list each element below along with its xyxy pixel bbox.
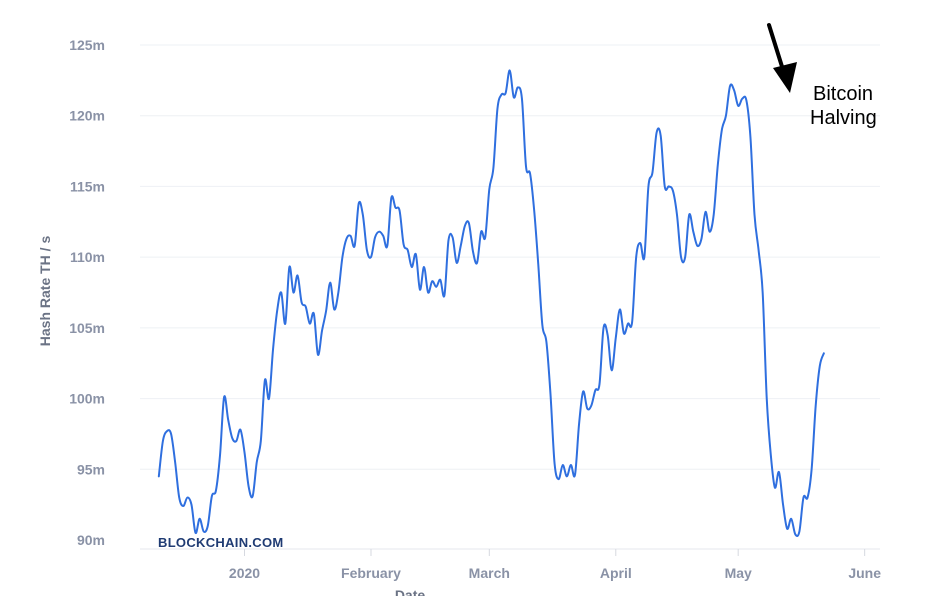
x-tick-label: April: [600, 565, 632, 581]
series-line-hash-rate: [157, 69, 825, 538]
y-tick-label: 105m: [69, 320, 105, 336]
y-tick-label: 100m: [69, 391, 105, 407]
halving-annotation-line-2: Halving: [810, 107, 877, 129]
blockchain-watermark-logo: BLOCKCHAIN.COM: [158, 535, 284, 550]
x-tick-label: May: [725, 565, 752, 581]
x-tick-label: February: [341, 565, 401, 581]
x-tick-label: 2020: [229, 565, 260, 581]
x-axis-title: Date: [395, 587, 426, 596]
y-tick-label: 90m: [77, 532, 105, 548]
y-tick-label: 95m: [77, 461, 105, 477]
halving-arrow-icon: [767, 23, 797, 93]
y-tick-label: 125m: [69, 37, 105, 53]
x-tick-label: June: [848, 565, 881, 581]
y-tick-label: 120m: [69, 108, 105, 124]
y-axis-title: Hash Rate TH / s: [37, 236, 53, 347]
y-axis-tick-labels: 90m 95m 100m 105m 110m 115m 120m 125m: [69, 37, 105, 548]
halving-annotation-line-1: Bitcoin: [813, 83, 873, 105]
grid-lines: [140, 44, 880, 470]
x-axis-ticks: 2020 February March April May June: [229, 549, 881, 581]
x-tick-label: March: [469, 565, 510, 581]
y-tick-label: 110m: [70, 249, 105, 265]
y-tick-label: 115m: [70, 178, 105, 194]
